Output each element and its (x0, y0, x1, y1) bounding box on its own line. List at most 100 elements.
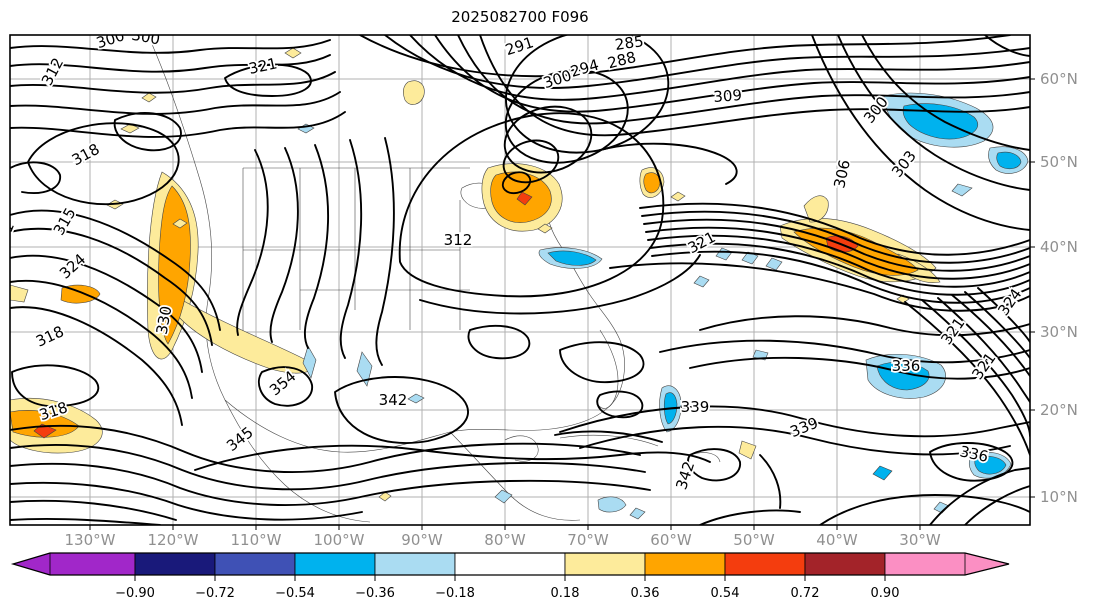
contour-label: 342 (672, 459, 698, 492)
contour-label: 321 (0, 219, 18, 252)
contour-label: 300 (94, 26, 127, 52)
contour-label: 345 (223, 423, 257, 455)
contour-label: 339 (787, 414, 820, 441)
contour-label: 324 (56, 250, 89, 283)
contour-label: 303 (888, 147, 920, 181)
anomaly-patch (547, 250, 597, 266)
contour-label: 318 (69, 140, 103, 169)
lat-label: 30°N (1040, 323, 1078, 341)
colorbar-tick-label: 0.90 (871, 586, 900, 601)
contour-label: 321 (685, 228, 719, 257)
contour-label: 294 (568, 56, 600, 81)
lat-label: 40°N (1040, 238, 1078, 256)
colorbar-segment (564, 552, 646, 576)
lat-label: 20°N (1040, 401, 1078, 419)
lon-label: 110°W (231, 531, 282, 549)
anomaly-patch (302, 345, 317, 379)
anomaly-patch (693, 275, 710, 288)
colorbar-tick-label: 0.72 (791, 586, 820, 601)
anomaly-patch (872, 465, 893, 481)
contour-label: 309 (713, 86, 743, 106)
contour-label: 339 (681, 398, 710, 416)
anomaly-patch (951, 183, 973, 197)
contour-label: 312 (444, 231, 473, 249)
contour-label: 300 (130, 26, 161, 49)
lon-label: 30°W (899, 531, 941, 549)
lat-label: 50°N (1040, 153, 1078, 171)
contour-label: 285 (614, 32, 645, 54)
lon-label: 90°W (401, 531, 443, 549)
lon-label: 40°W (816, 531, 858, 549)
colorbar-tick-label: −0.36 (355, 586, 395, 601)
geography-lines (147, 35, 721, 523)
colorbar-tick-label: −0.72 (195, 586, 235, 601)
lon-label: 100°W (314, 531, 365, 549)
colorbar-segment (294, 552, 376, 576)
colorbar-segment (49, 552, 136, 576)
chart-title: 2025082700 F096 (451, 8, 588, 26)
anomaly-patch (120, 123, 140, 134)
colorbar-tick-label: −0.18 (435, 586, 475, 601)
anomaly-patch (643, 172, 661, 194)
anomaly-patch (715, 247, 733, 261)
axis-labels: 130°W 120°W 110°W 100°W 90°W 80°W 70°W 60°W 50°W… (65, 70, 1078, 549)
contour-label: 318 (33, 322, 67, 350)
colorbar-tick-label: 0.36 (631, 586, 660, 601)
colorbar-segment (374, 552, 456, 576)
colorbar-outline (10, 552, 1010, 576)
contour-label: 291 (503, 33, 536, 59)
contour-lines (10, 35, 1030, 525)
anomaly-patch (356, 351, 373, 387)
lat-label: 10°N (1040, 488, 1078, 506)
contour-label: 312 (38, 55, 67, 89)
contour-label: 342 (379, 391, 408, 409)
anomaly-patch (670, 191, 686, 202)
lat-label: 60°N (1040, 70, 1078, 88)
anomaly-patch (741, 251, 759, 265)
colorbar-segment (454, 552, 566, 576)
lon-label: 130°W (65, 531, 116, 549)
colorbar-segment (134, 552, 216, 576)
anomaly-patch (537, 223, 553, 234)
anomaly-patch (10, 284, 29, 303)
anomaly-patch (407, 393, 425, 404)
colorbar-tick-label: 0.18 (551, 586, 580, 601)
anomaly-patch (765, 257, 783, 271)
colorbar-segment (724, 552, 806, 576)
anomaly-patch (378, 491, 392, 502)
contour-label: 321 (937, 314, 968, 348)
lon-label: 80°W (484, 531, 526, 549)
anomaly-patch (33, 423, 57, 439)
colorbar-segment (884, 552, 966, 576)
anomaly-patch (141, 92, 157, 103)
colorbar: −0.90 −0.72 −0.54 −0.36 −0.18 0.18 0.36 0.54 0.7… (10, 552, 1010, 601)
lon-label: 120°W (148, 531, 199, 549)
anomaly-patch (172, 218, 188, 229)
anomaly-patch (403, 80, 425, 105)
colorbar-tick-label: 0.54 (711, 586, 740, 601)
anomaly-patch (597, 496, 627, 513)
contour-label: 306 (830, 158, 854, 190)
contour-label: 336 (892, 357, 921, 375)
lon-label: 50°W (733, 531, 775, 549)
anomaly-patch (974, 455, 1007, 475)
colorbar-segment (214, 552, 296, 576)
contour-label: 288 (606, 48, 638, 72)
anomaly-patch (996, 151, 1022, 170)
lon-label: 60°W (650, 531, 692, 549)
colorbar-segment (804, 552, 886, 576)
anomaly-patch (738, 440, 757, 460)
map-frame (9, 34, 1031, 526)
contour-label: 321 (247, 54, 279, 78)
anomaly-patch (629, 507, 646, 520)
anomaly-patch (494, 489, 513, 504)
colorbar-tick-label: −0.54 (275, 586, 315, 601)
colorbar-right-arrow (965, 553, 1009, 575)
anomaly-patch (177, 299, 313, 374)
colorbar-segment (644, 552, 726, 576)
colorbar-left-arrow (13, 553, 50, 575)
anomaly-patch (516, 191, 533, 206)
contour-label: 336 (958, 442, 990, 466)
